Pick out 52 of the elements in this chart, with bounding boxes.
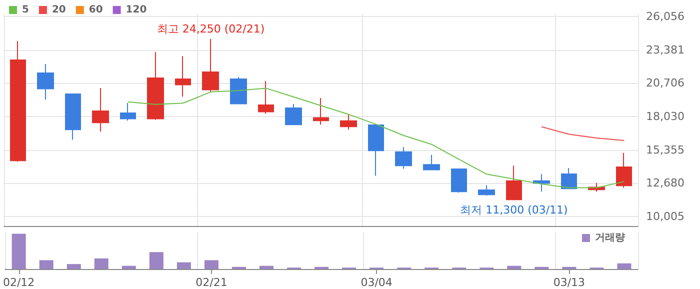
y-tick-label: 18,030 [646, 110, 684, 123]
bar [39, 260, 54, 269]
bar [204, 260, 218, 269]
bar [122, 266, 136, 269]
candlestick [37, 64, 54, 100]
candlestick [285, 104, 302, 126]
candlestick [561, 167, 577, 190]
legend-label: 60 [88, 4, 103, 16]
bar [259, 266, 274, 269]
candlestick [340, 113, 357, 130]
bar [617, 263, 632, 269]
candlestick [506, 165, 522, 201]
bar [507, 266, 522, 269]
candlestick [175, 56, 191, 98]
candlestick [478, 184, 495, 196]
line-series [541, 126, 625, 141]
line-series [128, 88, 625, 188]
legend-label: 거래량 [595, 232, 625, 244]
legend-label: 5 [22, 4, 29, 16]
annotation: 최고 24,250 (02/21) [156, 22, 265, 36]
x-tick-label: 03/04 [360, 276, 392, 289]
x-tick-label: 02/21 [196, 276, 228, 289]
legend-label: 120 [126, 4, 147, 16]
bar [66, 264, 81, 269]
candlestick [313, 98, 329, 126]
y-tick-label: 10,005 [646, 210, 684, 223]
y-tick-label: 23,381 [646, 43, 684, 56]
bar [94, 258, 108, 269]
candlestick [230, 76, 247, 104]
candlestick [616, 152, 632, 188]
bar [149, 252, 164, 269]
candlestick [92, 87, 109, 132]
candlestick [120, 102, 136, 122]
legend-label: 20 [52, 4, 66, 16]
candlestick [451, 168, 467, 194]
y-tick-label: 26,056 [646, 10, 684, 24]
y-tick-label: 20,706 [646, 76, 684, 90]
candlestick [423, 154, 440, 170]
candlestick [368, 124, 384, 176]
y-tick-label: 15,355 [646, 143, 684, 156]
x-tick-label: 02/12 [2, 276, 35, 289]
bar [12, 234, 26, 269]
annotation: 최저 11,300 (03/11) [460, 204, 568, 217]
candlestick [147, 51, 164, 120]
candlestick [258, 80, 274, 114]
candlestick [202, 38, 219, 93]
candlestick [65, 94, 81, 140]
candlestick [10, 40, 26, 162]
bar [176, 262, 191, 269]
candlestick [395, 146, 412, 170]
x-tick-label: 03/13 [553, 276, 586, 289]
y-tick-label: 12,680 [646, 176, 684, 190]
